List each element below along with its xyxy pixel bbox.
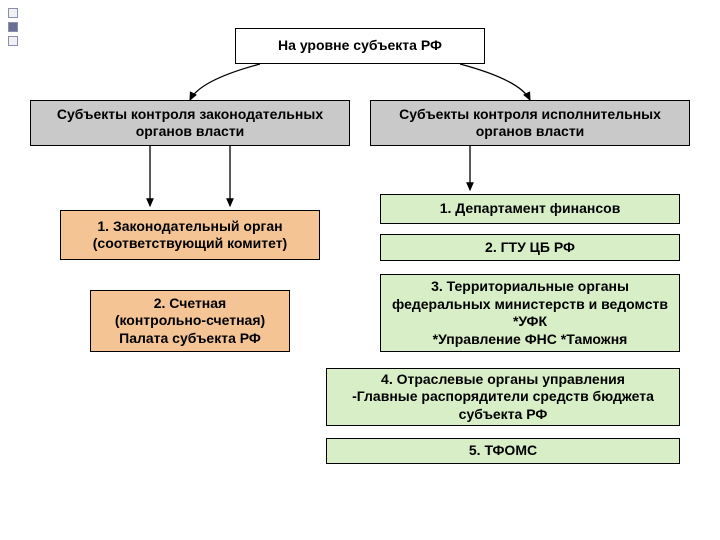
right-item-5-box: 5. ТФОМС	[326, 438, 680, 464]
left-item-1-box: 1. Законодательный орган (соответствующи…	[60, 210, 320, 260]
left-item-1-text: 1. Законодательный орган (соответствующи…	[67, 218, 313, 253]
top-title-text: На уровне субъекта РФ	[278, 37, 442, 55]
mid-right-box: Субъекты контроля исполнительных органов…	[370, 100, 690, 146]
right-item-2-box: 2. ГТУ ЦБ РФ	[380, 234, 680, 261]
right-item-4-text: 4. Отраслевые органы управления -Главные…	[333, 371, 673, 424]
right-item-3-text: 3. Территориальные органы федеральных ми…	[387, 278, 673, 348]
mid-right-text: Субъекты контроля исполнительных органов…	[377, 106, 683, 141]
right-item-5-text: 5. ТФОМС	[469, 442, 537, 460]
right-item-2-text: 2. ГТУ ЦБ РФ	[485, 239, 575, 257]
top-title-box: На уровне субъекта РФ	[235, 28, 485, 64]
right-item-1-text: 1. Департамент финансов	[440, 200, 621, 218]
mid-left-text: Субъекты контроля законодательных органо…	[37, 106, 343, 141]
right-item-1-box: 1. Департамент финансов	[380, 194, 680, 224]
left-item-2-box: 2. Счетная (контрольно-счетная) Палата с…	[90, 290, 290, 352]
slide-bullets-deco	[8, 8, 18, 50]
left-item-2-text: 2. Счетная (контрольно-счетная) Палата с…	[115, 295, 265, 348]
right-item-3-box: 3. Территориальные органы федеральных ми…	[380, 274, 680, 352]
mid-left-box: Субъекты контроля законодательных органо…	[30, 100, 350, 146]
right-item-4-box: 4. Отраслевые органы управления -Главные…	[326, 368, 680, 426]
